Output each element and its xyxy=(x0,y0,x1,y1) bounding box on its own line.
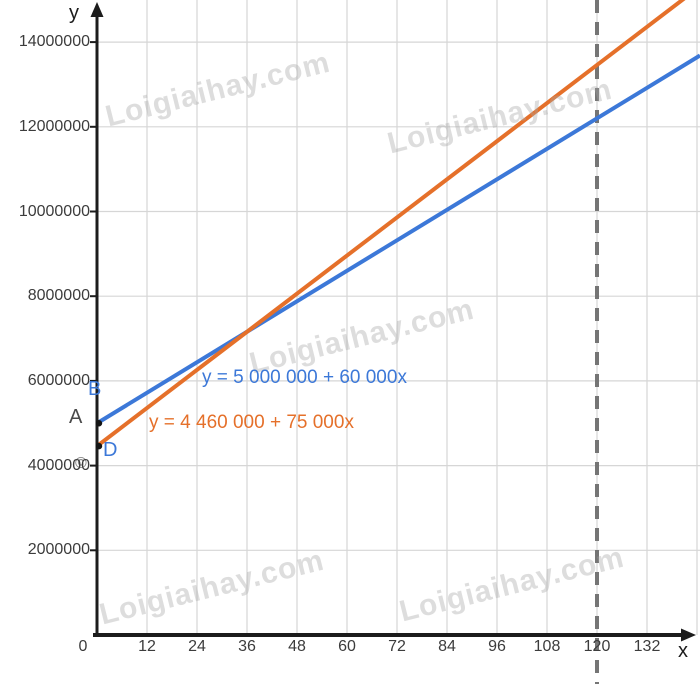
y-axis-label: y xyxy=(69,2,79,24)
y-tick-label: 2000000 xyxy=(27,541,90,558)
y-tick-label: 12000000 xyxy=(18,118,90,135)
y-tick-label: 14000000 xyxy=(18,33,90,50)
x-tick-label: 108 xyxy=(533,638,561,655)
x-tick-label: 132 xyxy=(633,638,661,655)
y-tick-label: 4000000 xyxy=(27,457,90,474)
x-tick-label: 60 xyxy=(338,638,356,655)
point-label-d: D xyxy=(103,439,118,461)
x-tick-label: 84 xyxy=(438,638,456,655)
x-tick-label: 0 xyxy=(78,638,88,655)
orange-line-equation: y = 4 460 000 + 75 000x xyxy=(149,412,354,433)
x-tick-label: 120 xyxy=(583,638,611,655)
point-label-a: A xyxy=(69,406,83,428)
x-tick-label: 24 xyxy=(188,638,206,655)
x-tick-label: 12 xyxy=(138,638,156,655)
y-tick-label: 10000000 xyxy=(18,203,90,220)
y-tick-label: 8000000 xyxy=(27,287,90,304)
x-tick-label: 72 xyxy=(388,638,406,655)
blue-line-equation: y = 5 000 000 + 60 000x xyxy=(202,367,407,388)
x-tick-label: 96 xyxy=(488,638,506,655)
y-tick-label: 6000000 xyxy=(27,372,90,389)
x-tick-label: 36 xyxy=(238,638,256,655)
x-tick-label: 48 xyxy=(288,638,306,655)
point-label-b: B xyxy=(88,378,102,400)
x-axis-label: x xyxy=(678,640,688,662)
